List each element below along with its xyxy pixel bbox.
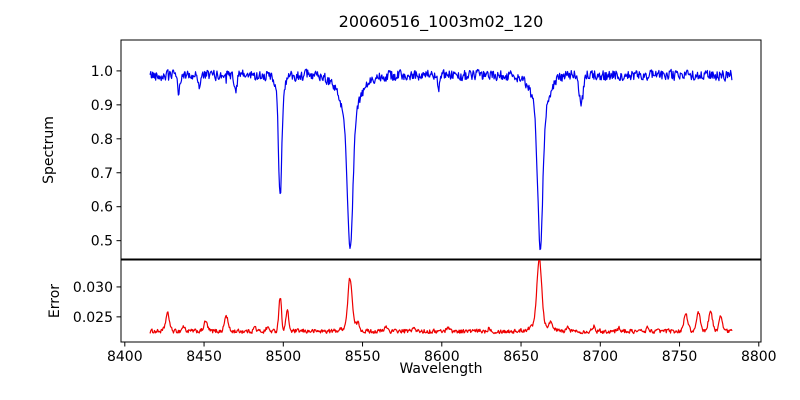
y-tick-label: 0.7 bbox=[91, 166, 113, 182]
x-tick-label: 8700 bbox=[582, 349, 618, 365]
x-tick-label: 8500 bbox=[265, 349, 301, 365]
y-tick-label: 0.025 bbox=[73, 310, 113, 326]
spectrum-line bbox=[149, 68, 733, 251]
y-tick-label: 1.0 bbox=[91, 64, 113, 80]
x-axis-label: Wavelength bbox=[399, 361, 483, 377]
x-tick-label: 8750 bbox=[662, 349, 698, 365]
x-tick-label: 8650 bbox=[503, 349, 539, 365]
error-curve bbox=[149, 260, 733, 335]
chart-title: 20060516_1003m02_120 bbox=[338, 12, 544, 31]
y-tick-label: 0.5 bbox=[91, 234, 113, 250]
x-tick-label: 8800 bbox=[741, 349, 777, 365]
panel-spines bbox=[120, 259, 762, 343]
y-tick-label: 0.030 bbox=[73, 280, 113, 296]
error-line bbox=[149, 260, 733, 335]
axes: 0.5 0.6 0.7 0.8 0.9 1.0 0.025 0.030 8400 8450 8500… bbox=[73, 39, 777, 365]
y-tick-label: 0.6 bbox=[91, 200, 113, 216]
spectrum-curve bbox=[149, 68, 733, 251]
x-tick-label: 8450 bbox=[186, 349, 222, 365]
panel-spines bbox=[120, 39, 762, 260]
x-tick-label: 8400 bbox=[107, 349, 143, 365]
y-tick-label: 0.9 bbox=[91, 98, 113, 114]
x-tick-label: 8550 bbox=[345, 349, 381, 365]
y-tick-label: 0.8 bbox=[91, 132, 113, 148]
x-tick-label: 8600 bbox=[424, 349, 460, 365]
